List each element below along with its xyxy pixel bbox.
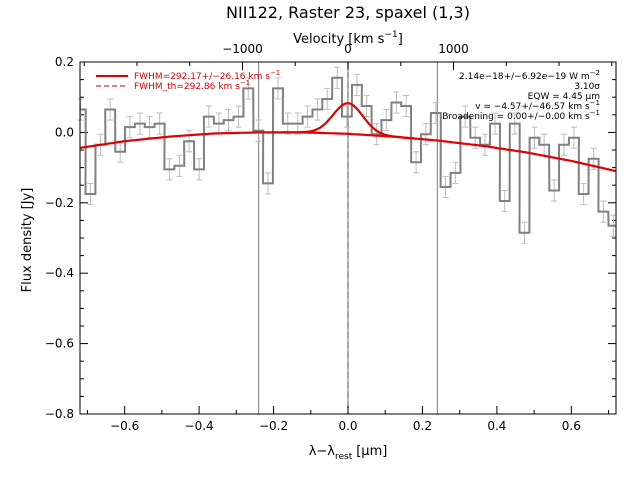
annotation-sup: −1 xyxy=(590,99,600,107)
x-tick-label: −0.4 xyxy=(185,419,214,433)
x-axis-label: λ−λrest [μm] xyxy=(309,444,388,462)
baseline-under-line xyxy=(273,132,423,140)
legend: FWHM=292.17+/−26.16 km s−1FWHM_th=292.86… xyxy=(96,69,280,92)
top-axis-label-end: ] xyxy=(398,32,403,47)
x-tick-label: −0.2 xyxy=(259,419,288,433)
top-tick-label: 0 xyxy=(344,42,352,56)
y-tick-label: −0.6 xyxy=(45,337,74,351)
chart-title: NII122, Raster 23, spaxel (1,3) xyxy=(226,3,470,22)
spectrum-step-line xyxy=(80,76,616,234)
x-tick-label: 0.4 xyxy=(487,419,506,433)
legend-label-sup: −1 xyxy=(240,79,250,87)
top-axis-label: Velocity [km s−1] xyxy=(293,30,403,47)
x-tick-label: 0.0 xyxy=(338,419,357,433)
annotation-line: Broadening = 0.00+/−0.00 km s−1 xyxy=(442,109,600,122)
legend-label-text: FWHM=292.17+/−26.16 km s xyxy=(134,72,270,82)
legend-label: FWHM_th=292.86 km s−1 xyxy=(134,79,250,92)
top-tick-label: −1000 xyxy=(222,42,263,56)
annotation-text: EQW = 4.45 μm xyxy=(528,92,600,102)
annotation-text: Broadening = 0.00+/−0.00 km s xyxy=(442,112,590,122)
annotation-text: 2.14e−18+/−6.92e−19 W m xyxy=(459,72,590,82)
y-tick-label: −0.4 xyxy=(45,266,74,280)
annotation-line: v = −4.57+/−46.57 km s−1 xyxy=(475,99,600,112)
annotation-sup: −1 xyxy=(590,109,600,117)
x-axis-label-text: λ−λ xyxy=(309,444,336,459)
annotation-line: 3.10σ xyxy=(574,82,600,92)
y-tick-label: 0.0 xyxy=(55,125,74,139)
plot-frame xyxy=(79,61,617,415)
annotation-sup: −2 xyxy=(590,69,600,77)
top-axis-label-text: Velocity [km s xyxy=(293,32,385,47)
y-tick-label: 0.2 xyxy=(55,55,74,69)
x-axis-label-sub: rest xyxy=(335,452,353,462)
legend-label: FWHM=292.17+/−26.16 km s−1 xyxy=(134,69,280,82)
y-tick-label: −0.8 xyxy=(45,407,74,421)
x-tick-label: −0.6 xyxy=(110,419,139,433)
annotation-text: v = −4.57+/−46.57 km s xyxy=(475,102,590,112)
legend-label-text: FWHM_th=292.86 km s xyxy=(134,82,240,92)
y-axis-label: Flux density [Jy] xyxy=(20,188,35,293)
x-tick-label: 0.2 xyxy=(413,419,432,433)
chart-ticks: −0.6 −0.4 −0.2 0.0 0.2 0.4 0.6 −0.8 −0.6 −0.4 −0.2… xyxy=(45,42,616,433)
model-layer xyxy=(79,102,617,173)
top-axis-label-sup: −1 xyxy=(384,30,397,40)
annotation-text: 3.10σ xyxy=(574,82,600,92)
y-tick-label: −0.2 xyxy=(45,196,74,210)
annotation-line: 2.14e−18+/−6.92e−19 W m−2 xyxy=(459,69,600,82)
top-tick-label: 1000 xyxy=(438,42,469,56)
annotation-line: EQW = 4.45 μm xyxy=(528,92,600,102)
x-axis-label-unit: [μm] xyxy=(356,444,387,459)
x-tick-label: 0.6 xyxy=(562,419,581,433)
legend-label-sup: −1 xyxy=(270,69,280,77)
